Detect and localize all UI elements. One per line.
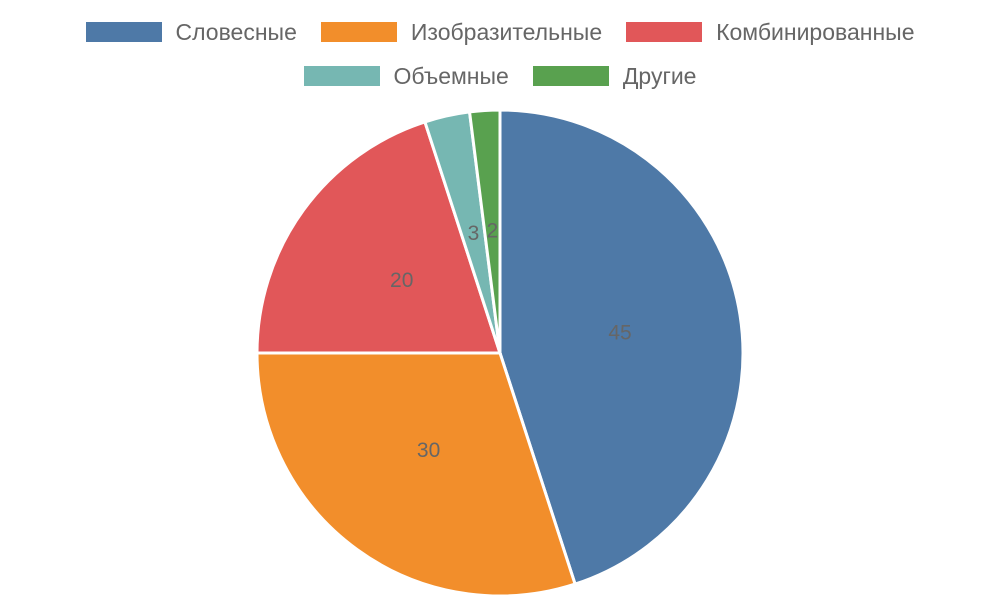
legend-swatch	[532, 66, 609, 86]
legend-swatch	[303, 66, 380, 86]
legend: Словесные Изобразительные Комбинированны…	[0, 14, 1000, 102]
legend-swatch	[320, 22, 397, 42]
pie-slice-drugie[interactable]	[467, 108, 502, 354]
legend-item-kombinirovannye[interactable]: Комбинированные	[626, 19, 914, 46]
legend-row-2: Объемные Другие	[0, 58, 1000, 94]
pie-slice-izobrazitelnye[interactable]	[255, 351, 577, 598]
legend-item-izobrazitelnye[interactable]: Изобразительные	[320, 18, 603, 46]
legend-label: Комбинированные	[716, 18, 915, 45]
legend-item-slovesnye[interactable]: Словесные	[85, 18, 297, 46]
legend-item-obemnye[interactable]: Объемные	[303, 62, 509, 90]
slice-label-izobrazitelnye: 30	[417, 439, 440, 462]
legend-label: Другие	[622, 62, 697, 89]
legend-item-drugie[interactable]: Другие	[532, 62, 697, 90]
slice-label-drugie: 2	[487, 219, 499, 242]
legend-swatch	[85, 22, 162, 42]
slice-label-kombinirovannye: 20	[390, 269, 413, 292]
legend-label: Словесные	[175, 18, 297, 45]
legend-label: Объемные	[393, 62, 509, 89]
pie-slice-slovesnye[interactable]	[498, 108, 745, 586]
slice-label-slovesnye: 45	[608, 322, 631, 345]
slice-label-obemnye: 3	[468, 222, 480, 245]
legend-row-1: Словесные Изобразительные Комбинированны…	[0, 14, 1000, 50]
legend-swatch	[626, 22, 703, 42]
pie-slice-kombinirovannye[interactable]	[255, 120, 503, 355]
legend-label: Изобразительные	[410, 18, 603, 45]
